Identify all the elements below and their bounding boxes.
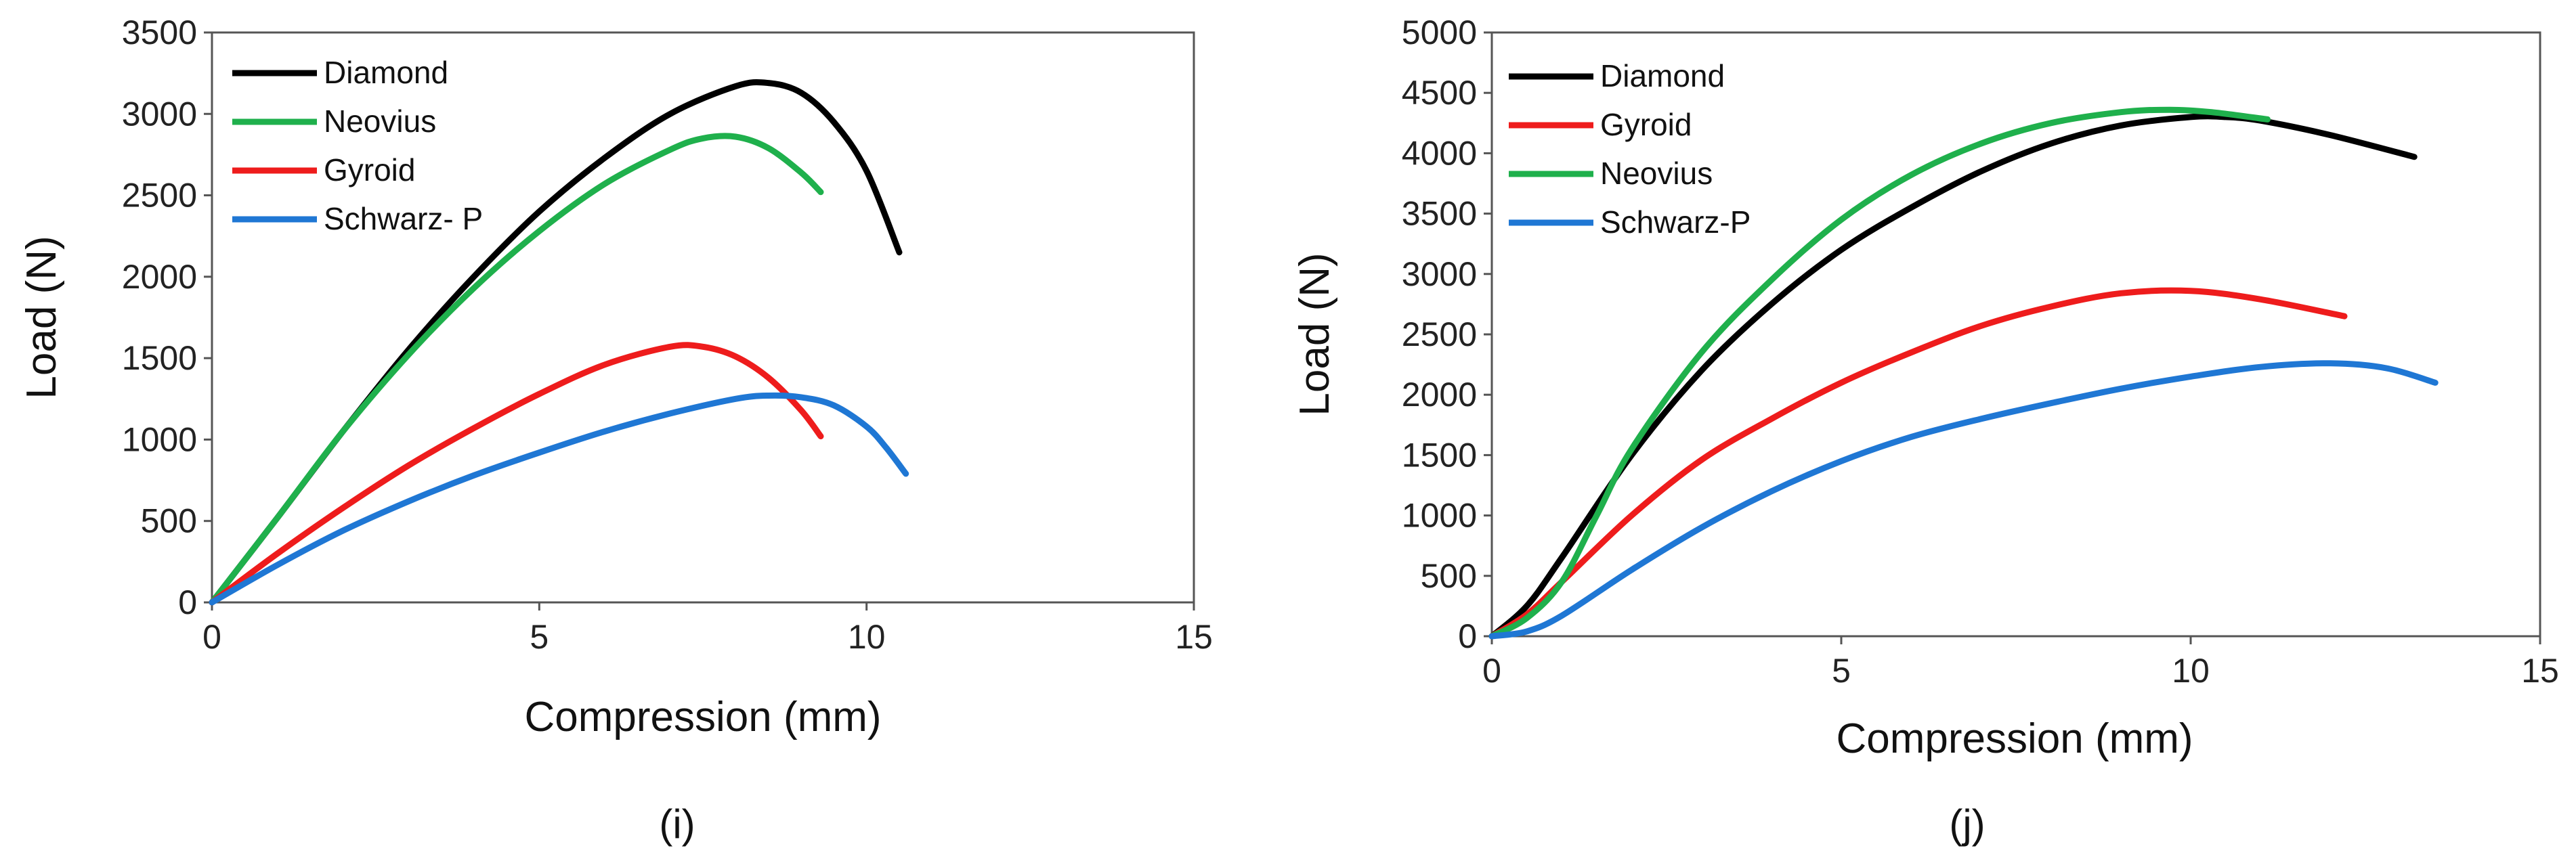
series-line-schwarz-p [1488,360,2439,640]
x-tick-label: 5 [530,618,549,656]
y-tick-label: 2500 [1402,315,1477,353]
x-tick-label: 0 [1482,652,1501,690]
y-tick-group: 0 500 1000 1500 2000 2500 3000 3500 4000 4500 5000 [1402,14,1492,655]
legend-label: Diamond [1600,58,1725,93]
y-tick-label: 1000 [1402,497,1477,535]
y-tick-label: 1500 [122,339,197,377]
y-axis-title: Load (N) [1291,252,1338,416]
y-tick-label: 3500 [1402,195,1477,233]
legend-label: Neovius [324,104,436,139]
legend: Diamond Gyroid Neovius Schwarz-P [1509,58,1751,240]
y-tick-label: 1000 [122,420,197,458]
y-tick-label: 2000 [122,258,197,296]
legend: Diamond Neovius Gyroid Schwarz- P [232,55,483,236]
series-group [1488,106,2439,640]
panel-label: (j) [1949,801,1985,847]
series-line-schwarz-p [209,392,909,606]
series-line-neovius [209,133,824,606]
x-tick-group: 0 5 10 15 [202,602,1213,656]
y-tick-label: 500 [1421,557,1477,595]
y-tick-label: 0 [178,583,197,621]
y-tick-label: 3000 [1402,255,1477,293]
y-tick-label: 500 [141,502,197,540]
y-tick-label: 3000 [122,95,197,133]
series-line-gyroid [1488,287,2348,640]
y-tick-label: 4000 [1402,134,1477,172]
panel-label: (i) [659,801,695,847]
y-tick-label: 3500 [122,14,197,51]
y-tick-group: 0 500 1000 1500 2000 2500 3000 3500 [122,14,212,621]
y-tick-label: 0 [1458,617,1477,655]
y-tick-label: 4500 [1402,74,1477,112]
chart-panel-j: 0 500 1000 1500 2000 2500 3000 3500 4000 4500 5000… [1291,14,2559,847]
x-tick-label: 15 [2521,652,2559,690]
x-tick-label: 0 [202,618,221,656]
legend-label: Neovius [1600,156,1713,191]
x-tick-label: 10 [848,618,886,656]
x-axis-title: Compression (mm) [1836,715,2193,762]
y-axis-title: Load (N) [18,236,65,399]
x-tick-label: 5 [1832,652,1851,690]
plot-area-frame [211,31,1195,604]
x-tick-label: 10 [2172,652,2210,690]
series-line-neovius [1488,106,2271,640]
y-tick-label: 5000 [1402,14,1477,51]
y-tick-label: 2000 [1402,376,1477,414]
legend-label: Diamond [324,55,448,90]
y-tick-label: 2500 [122,177,197,215]
x-tick-label: 15 [1175,618,1213,656]
x-axis-title: Compression (mm) [524,694,881,740]
x-tick-group: 0 5 10 15 [1482,636,2559,690]
legend-label: Schwarz- P [324,201,483,236]
y-tick-label: 1500 [1402,436,1477,474]
series-group [209,79,909,606]
series-line-gyroid [209,342,824,606]
legend-label: Schwarz-P [1600,204,1751,240]
legend-label: Gyroid [1600,107,1692,142]
chart-panel-i: 0 500 1000 1500 2000 2500 3000 3500 0 5 10 15 Load… [18,14,1213,847]
legend-label: Gyroid [324,152,415,187]
